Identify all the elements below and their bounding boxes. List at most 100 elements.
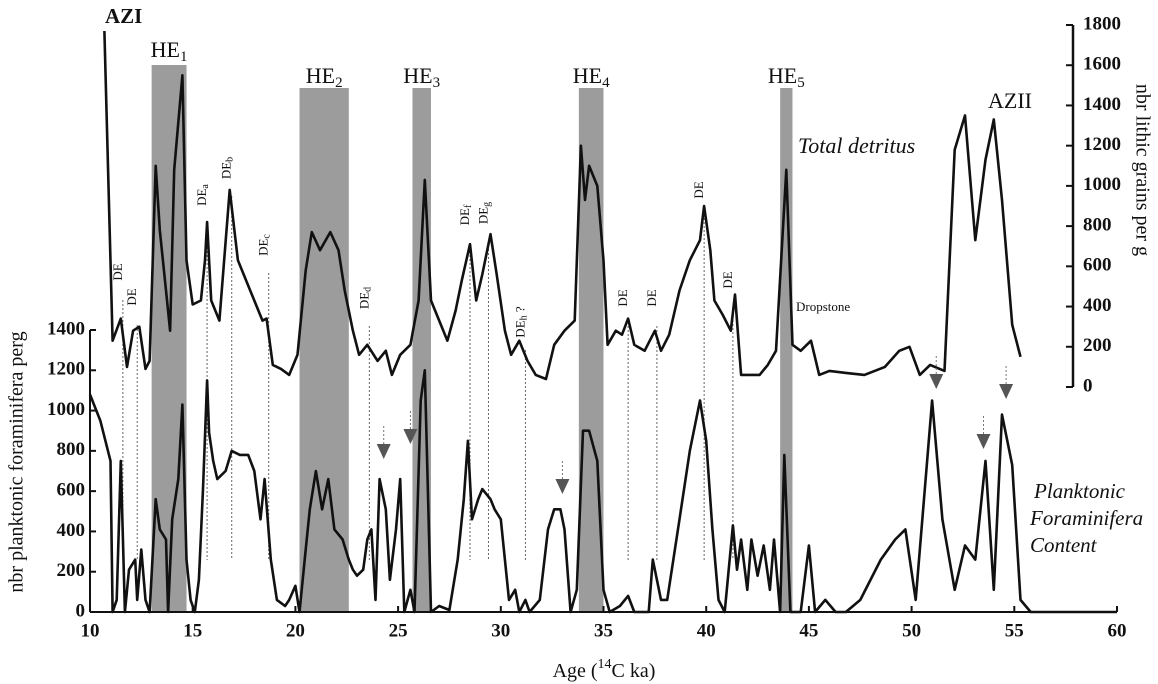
- heinrich-label: HE2: [306, 63, 343, 91]
- event-label-sub: h: [519, 315, 530, 320]
- event-label: DE: [720, 271, 735, 288]
- y-tick-label: 400: [57, 520, 86, 541]
- y-tick-label: 0: [76, 600, 86, 621]
- event-label: DE: [124, 288, 139, 305]
- x-tick-label: 60: [1108, 620, 1127, 641]
- event-label-text: DE: [219, 162, 234, 179]
- heinrich-label-text: HE: [306, 63, 335, 88]
- series-line: [88, 369, 1117, 614]
- event-label: DEb: [219, 157, 236, 179]
- heinrich-label: HE1: [151, 37, 188, 65]
- heinrich-label: HE5: [768, 63, 805, 91]
- event-label-text: DE: [720, 271, 735, 288]
- y-tick-label: 1200: [47, 359, 85, 380]
- y2-axis-label: nbr lithic grains per g: [1131, 84, 1153, 256]
- event-label-sub: b: [225, 157, 236, 162]
- y2-tick-label: 200: [1083, 335, 1112, 356]
- heinrich-label: HE4: [573, 63, 610, 91]
- y-tick-label: 200: [57, 560, 86, 581]
- arrow: [376, 444, 391, 459]
- y-axis-label: nbr planktonic foraminifera perg: [6, 331, 28, 592]
- annotation: AZI: [105, 4, 142, 28]
- event-label-text: DE: [644, 289, 659, 306]
- event-label: DEd: [356, 287, 373, 309]
- event-label-sub: a: [200, 184, 211, 189]
- heinrich-label-sub: 4: [602, 75, 610, 91]
- series-label-line: Foraminifera: [1029, 506, 1143, 530]
- event-label-text: DE: [615, 289, 630, 306]
- event-label: DE: [615, 289, 630, 306]
- series-line: [103, 30, 1022, 381]
- event-label: DEh ?: [512, 306, 529, 338]
- annotation: Dropstone: [796, 299, 850, 314]
- heinrich-label-text: HE: [403, 63, 432, 88]
- heinrich-label-text: HE: [768, 63, 797, 88]
- annotation: AZII: [988, 88, 1032, 113]
- heinrich-label-text: HE: [573, 63, 602, 88]
- y-tick-label: 600: [57, 480, 86, 501]
- x-tick-label: 40: [697, 620, 716, 641]
- y2-tick-label: 800: [1083, 214, 1112, 235]
- x-tick-label: 20: [286, 620, 305, 641]
- event-label-text: DE: [124, 288, 139, 305]
- arrow: [976, 434, 991, 449]
- event-label: DE: [110, 263, 125, 280]
- y-tick-label: 1400: [47, 318, 85, 339]
- event-label: DEg: [475, 202, 492, 224]
- x-label-sup: 14: [598, 657, 612, 672]
- y2-tick-label: 1400: [1083, 94, 1121, 115]
- arrow: [403, 429, 418, 444]
- x-tick-label: 15: [183, 620, 202, 641]
- x-tick-label: 50: [902, 620, 921, 641]
- event-label-after: ?: [512, 306, 527, 315]
- event-label: DE: [691, 181, 706, 198]
- y2-tick-label: 1000: [1083, 174, 1121, 195]
- x-tick-label: 30: [491, 620, 510, 641]
- y-tick-label: 1000: [47, 399, 85, 420]
- x-axis-label: Age (14C ka): [553, 657, 656, 681]
- event-label-text: DE: [475, 207, 490, 224]
- event-label-sub: f: [463, 204, 474, 208]
- x-tick-label: 25: [389, 620, 408, 641]
- x-label-part: Age (: [553, 660, 598, 682]
- event-label: DE: [644, 289, 659, 306]
- arrow: [929, 374, 944, 389]
- event-label-text: DE: [110, 263, 125, 280]
- x-tick-label: 45: [799, 620, 818, 641]
- event-label: DEc: [256, 234, 273, 256]
- y2-tick-label: 400: [1083, 295, 1112, 316]
- y2-tick-label: 1800: [1083, 13, 1121, 34]
- y2-tick-label: 0: [1083, 375, 1093, 396]
- arrow: [555, 479, 570, 494]
- x-tick-label: 55: [1005, 620, 1024, 641]
- event-label-sub: g: [482, 202, 493, 207]
- event-label-text: DE: [356, 292, 371, 309]
- series-label-line: Planktonic: [1033, 479, 1126, 503]
- heinrich-label-sub: 2: [335, 75, 343, 91]
- heinrich-label-sub: 1: [180, 49, 188, 65]
- series-label: Planktonic Foraminifera Content: [1029, 479, 1143, 557]
- event-label-text: DE: [457, 208, 472, 225]
- heinrich-label-text: HE: [151, 37, 180, 62]
- heinrich-label-sub: 5: [797, 75, 805, 91]
- y-tick-label: 800: [57, 439, 86, 460]
- event-label-text: DE: [691, 181, 706, 198]
- y2-tick-label: 600: [1083, 255, 1112, 276]
- event-label-text: DE: [512, 320, 527, 337]
- event-label: DEf: [457, 204, 474, 225]
- y2-tick-label: 1200: [1083, 134, 1121, 155]
- heinrich-label: HE3: [403, 63, 440, 91]
- event-label-text: DE: [256, 239, 271, 256]
- event-label-text: DE: [194, 189, 209, 206]
- heinrich-label-sub: 3: [433, 75, 441, 91]
- x-label-part: C ka): [612, 660, 656, 682]
- event-label: DEa: [194, 184, 211, 206]
- x-tick-label: 35: [594, 620, 613, 641]
- series-label-line: Content: [1030, 533, 1098, 557]
- x-tick-label: 10: [81, 620, 100, 641]
- arrow: [999, 384, 1014, 399]
- heinrich-band: [151, 65, 187, 612]
- event-label-sub: c: [262, 234, 273, 239]
